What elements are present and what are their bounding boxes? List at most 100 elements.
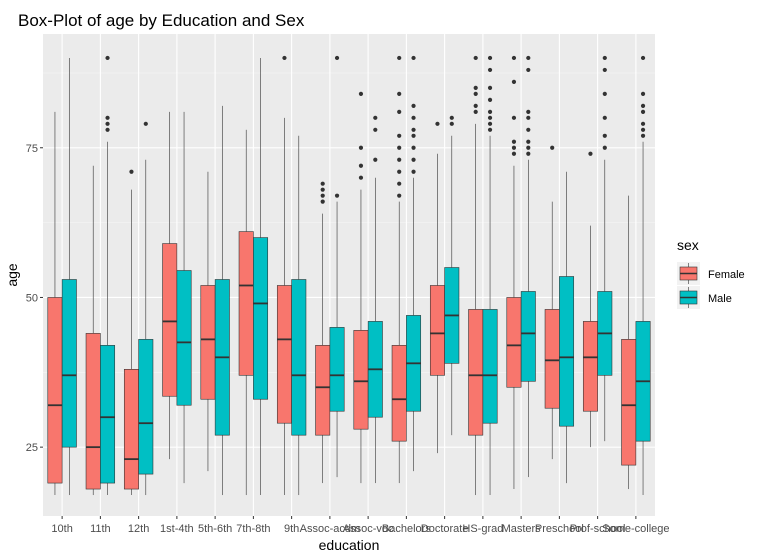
outlier-point [602, 115, 607, 120]
box-male-10th [61, 57, 77, 496]
x-tick-label: 9th [284, 523, 299, 535]
box-male-assoc-voc [367, 115, 383, 484]
outlier-point [640, 127, 646, 132]
outlier-point [640, 109, 646, 114]
box-female-9th [276, 55, 292, 496]
box-iqr [329, 327, 345, 412]
box-iqr [123, 369, 139, 490]
outlier-point [334, 193, 340, 198]
box-iqr [482, 309, 498, 424]
box-female-prof-school [582, 151, 598, 448]
outlier-point [411, 145, 416, 150]
outlier-point [411, 169, 416, 174]
outlier-point [473, 103, 478, 108]
box-female-7th-8th [238, 129, 254, 496]
outlier-point [550, 145, 555, 150]
box-female-5th-6th [200, 171, 216, 472]
outlier-point [487, 127, 493, 132]
legend-label: Male [708, 293, 732, 305]
outlier-point [487, 85, 493, 90]
box-female-10th [47, 111, 63, 496]
outlier-point [449, 115, 454, 120]
outlier-point [373, 157, 378, 162]
box-iqr [559, 276, 575, 427]
outlier-point [358, 145, 364, 150]
outlier-point [640, 121, 646, 126]
outlier-point [640, 91, 646, 96]
x-tick-label: 1st-4th [160, 523, 194, 535]
outlier-point [143, 121, 148, 126]
outlier-point [105, 115, 110, 120]
outlier-point [320, 181, 325, 186]
box-female-doctorate [429, 121, 445, 454]
outlier-point [640, 133, 646, 138]
outlier-point [511, 151, 517, 156]
box-male-9th [291, 135, 307, 496]
legend: sex Female Male [677, 237, 745, 309]
box-female-1st-4th [162, 111, 178, 460]
box-iqr [315, 345, 331, 436]
outlier-point [397, 91, 402, 96]
box-male-masters [520, 55, 536, 478]
axis-layer: 25 50 75 10th 11th 12th 1st-4th 5th-6th 7th-8th 9… [26, 143, 670, 535]
legend-label: Female [708, 269, 745, 281]
outlier-point [602, 91, 607, 96]
outlier-point [282, 55, 287, 61]
outlier-point [526, 109, 531, 114]
outlier-point [473, 85, 478, 90]
outlier-point [397, 157, 402, 162]
outlier-point [602, 133, 607, 138]
outlier-point [334, 55, 340, 61]
outlier-point [640, 55, 646, 61]
outlier-point [511, 139, 517, 144]
x-tick-label: Masters [502, 523, 542, 535]
outlier-point [487, 109, 493, 114]
outlier-point [602, 67, 607, 73]
outlier-point [129, 169, 134, 174]
outlier-point [411, 157, 416, 162]
x-tick-label: Doctorate [421, 523, 469, 535]
box-male-assoc-acdm [329, 55, 345, 478]
outlier-point [473, 109, 478, 114]
box-iqr [276, 285, 292, 424]
outlier-point [487, 67, 493, 73]
x-tick-label: Prof-school [570, 523, 626, 535]
box-iqr [429, 285, 445, 376]
box-iqr [621, 339, 637, 466]
box-male-bachelors [406, 55, 422, 472]
box-male-1st-4th [176, 111, 192, 484]
outlier-point [358, 175, 364, 180]
outlier-point [105, 127, 110, 132]
box-iqr [544, 309, 560, 409]
box-female-masters [506, 55, 522, 490]
outlier-point [320, 187, 325, 192]
outlier-point [320, 193, 325, 198]
box-male-doctorate [444, 115, 460, 436]
outlier-point [320, 199, 325, 204]
box-iqr [391, 345, 407, 442]
box-male-5th-6th [214, 105, 230, 496]
outlier-point [511, 55, 517, 61]
box-iqr [291, 279, 307, 436]
outlier-point [397, 181, 402, 186]
outlier-point [411, 133, 416, 138]
outlier-point [526, 67, 531, 73]
outlier-point [411, 103, 416, 108]
outlier-point [526, 139, 531, 144]
outlier-point [411, 115, 416, 120]
outlier-point [526, 115, 531, 120]
box-iqr [353, 330, 369, 430]
outlier-point [397, 193, 402, 198]
x-tick-label: HS-grad [462, 523, 503, 535]
x-tick-label: Preschool [535, 523, 584, 535]
box-iqr [176, 270, 192, 406]
x-tick-label: 10th [51, 523, 72, 535]
outlier-point [526, 151, 531, 156]
outlier-point [526, 127, 531, 132]
x-tick-label: 5th-6th [198, 523, 232, 535]
x-tick-label: Assoc-acdm [300, 523, 361, 535]
box-female-bachelors [391, 55, 407, 484]
outlier-point [526, 55, 531, 61]
